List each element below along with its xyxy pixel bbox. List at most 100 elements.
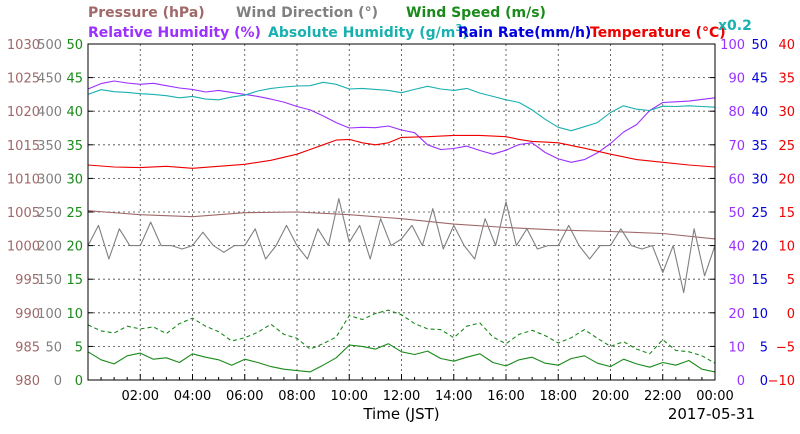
y-tick-label-temp: 35 [778,72,795,87]
y-tick-label-wind_speed: 5 [75,340,83,355]
y-tick-label-temp: 25 [778,139,795,154]
y-tick-label-wind_dir: 50 [45,340,62,355]
y-tick-label-temp: 30 [778,105,795,120]
y-tick-label-pressure: 1010 [7,172,40,187]
y-tick-label-wind_speed: 30 [66,172,83,187]
y-tick-label-pressure: 990 [15,307,40,322]
y-tick-label-wind_speed: 45 [66,72,83,87]
y-tick-label-wind_dir: 0 [54,374,62,389]
y-tick-label-pressure: 1015 [7,139,40,154]
x-tick-label: 20:00 [592,389,629,404]
legend-rain-rate: Rain Rate(mm/h) [458,25,591,41]
y-tick-label-rel_hum: 60 [728,172,745,187]
y-tick-label-wind_dir: 150 [37,273,62,288]
y-tick-label-pressure: 1030 [7,38,40,53]
x-tick-label: 12:00 [383,389,420,404]
y-tick-label-rel_hum: 0 [737,374,745,389]
y-tick-label-wind_speed: 0 [75,374,83,389]
y-tick-label-rain: 50 [751,38,768,53]
y-tick-label-rain: 40 [751,105,768,120]
y-tick-label-temp: −5 [776,340,795,355]
y-tick-label-pressure: 1025 [7,72,40,87]
legend-temperature: Temperature (°C) [590,25,726,41]
y-tick-label-temp: 10 [778,240,795,255]
y-tick-label-temp: 15 [778,206,795,221]
y-tick-label-pressure: 1000 [7,240,40,255]
x-tick-label: 16:00 [487,389,524,404]
x-axis: 02:00 04:00 06:00 08:00 10:00 12:00 14:00 16:00… [100,374,734,404]
y-tick-label-temp: 40 [778,38,795,53]
y-tick-label-rain: 25 [751,206,768,221]
y-tick-label-temp: 5 [787,273,795,288]
legend-superscript: 3 [455,23,462,34]
x-tick-label: 22:00 [644,389,681,404]
scale-note: x0.2 [718,18,752,34]
series-line-6 [87,134,716,169]
y-tick-label-temp: −10 [768,374,795,389]
y-tick-label-pressure: 980 [15,374,40,389]
y-tick-label-wind_speed: 15 [66,273,83,288]
y-tick-label-wind_speed: 20 [66,240,83,255]
series-line-0 [87,210,716,240]
x-tick-label: 02:00 [122,389,159,404]
series-line-3 [87,309,716,364]
y-tick-label-wind_dir: 200 [37,240,62,255]
series-line-5 [87,81,716,132]
y-tick-label-rain: 20 [751,240,768,255]
y-tick-label-wind_dir: 250 [37,206,62,221]
legend-wind-speed: Wind Speed (m/s) [406,5,546,21]
y-tick-label-temp: 20 [778,172,795,187]
legend-relative-humidity: Relative Humidity (%) [88,25,261,41]
y-tick-label-rel_hum: 30 [728,273,745,288]
y-tick-label-pressure: 1005 [7,206,40,221]
y-tick-label-wind_dir: 100 [37,307,62,322]
y-tick-label-rain: 5 [760,340,768,355]
legend-absolute-humidity: Absolute Humidity (g/m3) [268,23,469,41]
y-tick-label-rain: 15 [751,273,768,288]
y-tick-label-temp: 0 [787,307,795,322]
x-axis-label: Time (JST) [362,405,439,423]
legend-label-end: ) [462,25,468,41]
y-tick-label-rain: 35 [751,139,768,154]
plot-frame [87,43,716,381]
series-line-1 [87,198,716,294]
y-tick-label-rain: 30 [751,172,768,187]
y-tick-label-wind_dir: 500 [37,38,62,53]
legend-wind-direction: Wind Direction (°) [236,5,378,21]
y-tick-label-rel_hum: 80 [728,105,745,120]
x-tick-label: 10:00 [331,389,368,404]
x-tick-label: 08:00 [278,389,315,404]
x-tick-label: 14:00 [435,389,472,404]
y-tick-label-rain: 0 [760,374,768,389]
legend-pressure: Pressure (hPa) [88,5,205,21]
y-tick-label-rel_hum: 10 [728,340,745,355]
y-tick-label-rain: 10 [751,307,768,322]
y-axes: 1030102510201015101010051000995990985980… [7,38,795,389]
x-tick-label: 06:00 [226,389,263,404]
series-line-4 [87,80,716,163]
grid [88,44,715,380]
y-tick-label-wind_speed: 40 [66,105,83,120]
y-tick-label-wind_speed: 35 [66,139,83,154]
y-tick-label-rel_hum: 70 [728,139,745,154]
x-tick-label: 04:00 [174,389,211,404]
y-tick-label-wind_speed: 50 [66,38,83,53]
x-tick-label: 00:00 [696,389,733,404]
y-tick-label-wind_dir: 300 [37,172,62,187]
x-tick-label: 18:00 [540,389,577,404]
y-tick-label-rel_hum: 20 [728,307,745,322]
y-tick-label-pressure: 1020 [7,105,40,120]
y-tick-label-wind_speed: 25 [66,206,83,221]
series-line-2 [87,343,716,373]
y-tick-label-wind_dir: 400 [37,105,62,120]
y-tick-label-wind_dir: 450 [37,72,62,87]
date-label: 2017-05-31 [668,405,755,423]
y-tick-label-wind_dir: 350 [37,139,62,154]
y-tick-label-rel_hum: 50 [728,206,745,221]
legend: Pressure (hPa) Wind Direction (°) Wind S… [88,5,752,41]
y-tick-label-rel_hum: 100 [720,38,745,53]
y-tick-label-pressure: 985 [15,340,40,355]
y-tick-label-wind_speed: 10 [66,307,83,322]
y-tick-label-rain: 45 [751,72,768,87]
